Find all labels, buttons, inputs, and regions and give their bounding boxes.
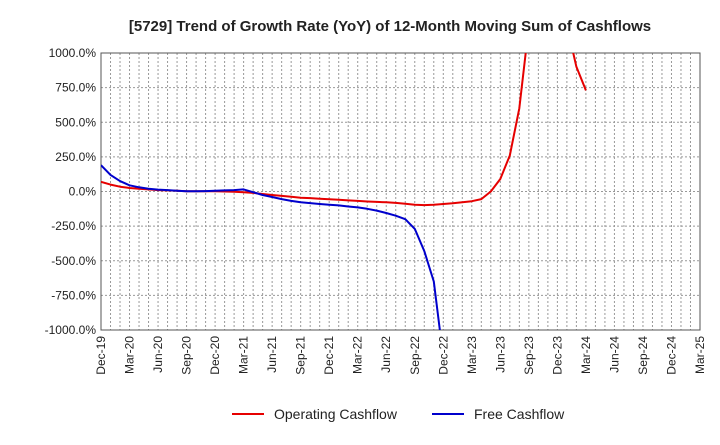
x-tick-label: Jun-20	[151, 336, 165, 373]
y-tick-label: 500.0%	[55, 115, 96, 129]
x-tick-label: Mar-20	[123, 336, 137, 374]
y-axis-ticks: 1000.0% 750.0% 500.0% 250.0% 0.0% -250.0% -500…	[45, 46, 97, 337]
legend: Operating Cashflow Free Cashflow	[232, 406, 565, 422]
y-tick-label: 750.0%	[55, 81, 96, 95]
series-lines	[101, 53, 587, 330]
x-tick-label: Jun-24	[607, 336, 621, 373]
x-tick-label: Dec-19	[94, 336, 108, 375]
plot-area	[100, 52, 701, 331]
x-tick-label: Sep-21	[294, 336, 308, 375]
x-tick-label: Jun-22	[379, 336, 393, 373]
x-tick-label: Mar-23	[465, 336, 479, 374]
y-tick-label: 1000.0%	[49, 46, 97, 60]
x-tick-label: Jun-23	[493, 336, 507, 373]
series-line-operating-cashflow	[572, 53, 587, 91]
legend-label: Operating Cashflow	[274, 406, 398, 422]
x-tick-label: Mar-21	[237, 336, 251, 374]
x-tick-label: Dec-20	[208, 336, 222, 375]
x-tick-label: Sep-20	[180, 336, 194, 375]
x-tick-label: Dec-21	[322, 336, 336, 375]
y-tick-label: -1000.0%	[45, 323, 97, 337]
x-tick-label: Sep-23	[522, 336, 536, 375]
x-tick-label: Sep-24	[636, 336, 650, 375]
series-line-free-cashflow	[101, 164, 441, 330]
y-tick-label: -500.0%	[51, 254, 96, 268]
x-tick-label: Mar-24	[579, 336, 593, 374]
y-tick-label: -750.0%	[51, 288, 96, 302]
x-tick-label: Mar-25	[693, 336, 707, 374]
x-tick-label: Jun-21	[265, 336, 279, 373]
x-tick-label: Dec-22	[436, 336, 450, 375]
y-tick-label: 0.0%	[69, 185, 97, 199]
x-tick-label: Sep-22	[408, 336, 422, 375]
y-tick-label: -250.0%	[51, 219, 96, 233]
x-tick-label: Dec-23	[550, 336, 564, 375]
series-line-operating-cashflow	[101, 53, 527, 207]
x-tick-label: Mar-22	[351, 336, 365, 374]
x-axis-ticks: Dec-19 Mar-20 Jun-20 Sep-20 Dec-20 Mar-21 Jun-…	[94, 336, 707, 375]
y-tick-label: 250.0%	[55, 150, 96, 164]
chart-title: [5729] Trend of Growth Rate (YoY) of 12-…	[129, 18, 651, 35]
legend-label: Free Cashflow	[474, 406, 565, 422]
x-tick-label: Dec-24	[664, 336, 678, 375]
